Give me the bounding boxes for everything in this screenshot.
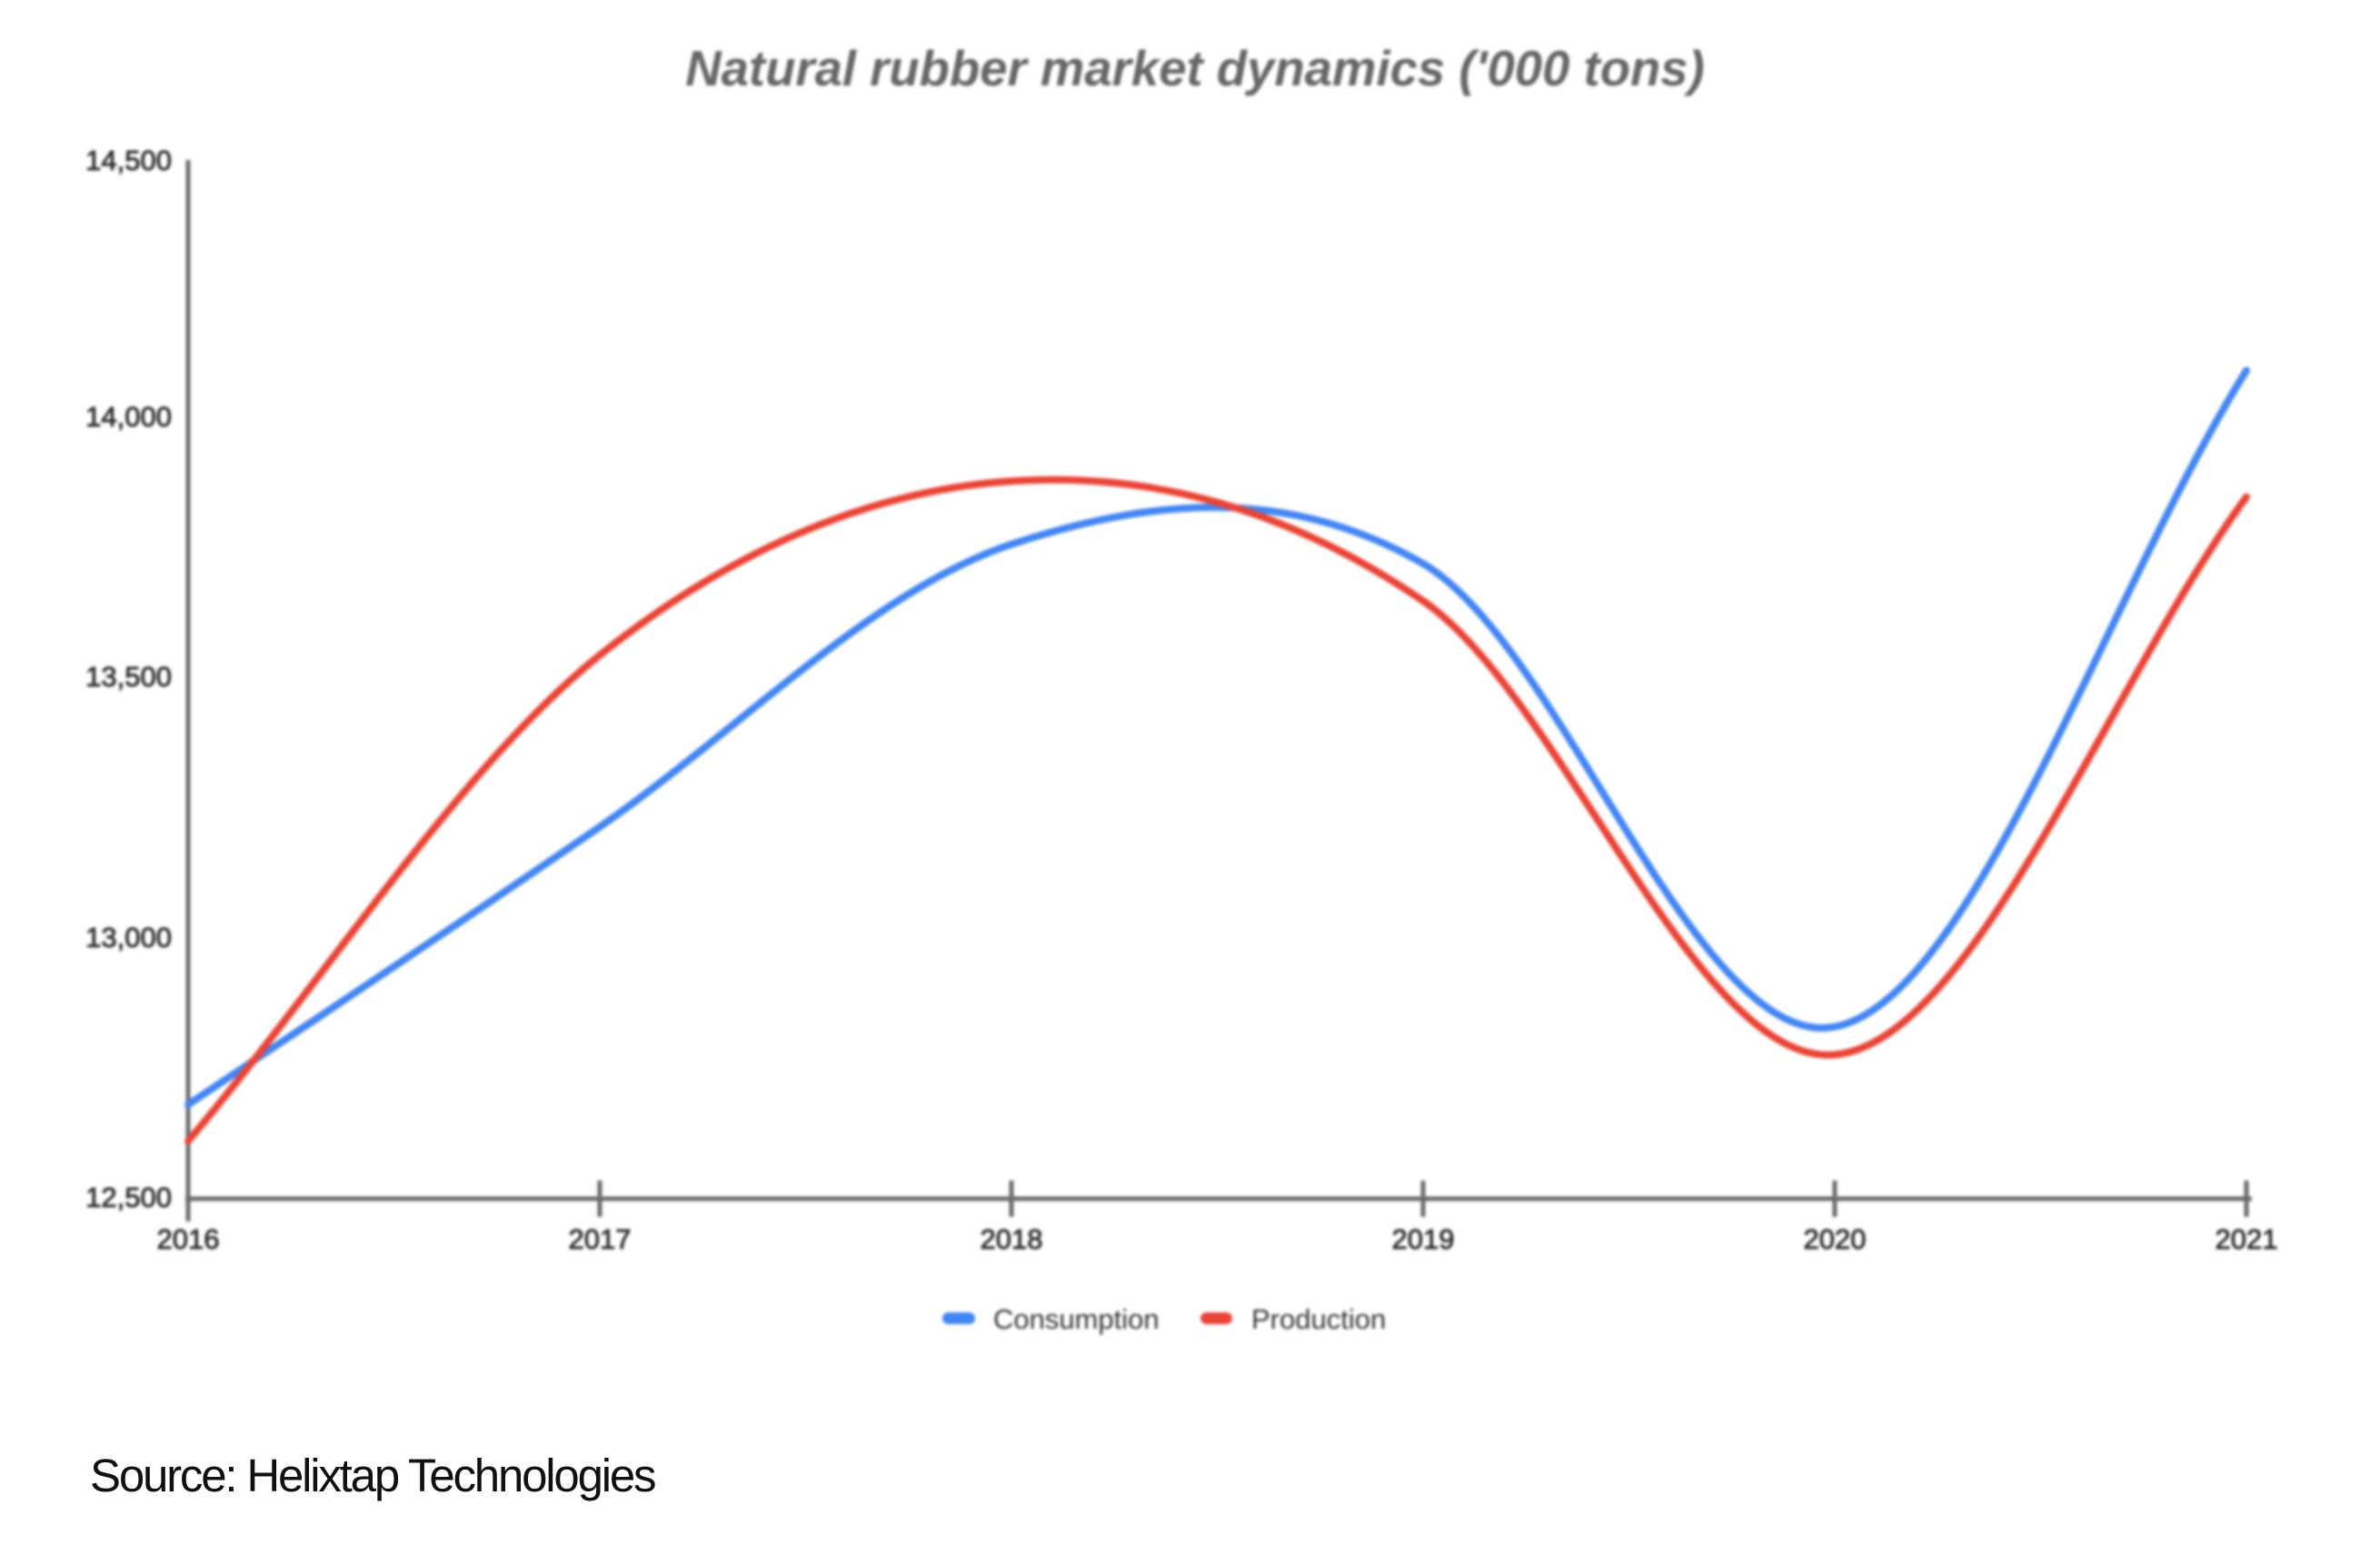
svg-text:2018: 2018	[981, 1223, 1043, 1255]
svg-text:12,500: 12,500	[85, 1181, 172, 1213]
svg-text:2019: 2019	[1392, 1223, 1455, 1255]
svg-text:2020: 2020	[1804, 1223, 1867, 1255]
svg-text:13,500: 13,500	[85, 661, 172, 693]
svg-text:2021: 2021	[2216, 1223, 2278, 1255]
svg-text:2017: 2017	[569, 1223, 632, 1255]
svg-text:2016: 2016	[157, 1223, 220, 1255]
svg-text:14,000: 14,000	[85, 401, 172, 433]
svg-text:14,500: 14,500	[85, 145, 172, 176]
svg-text:Natural rubber market dynamics: Natural rubber market dynamics ('000 ton…	[685, 41, 1704, 96]
svg-text:Consumption: Consumption	[993, 1303, 1160, 1335]
svg-text:Production: Production	[1251, 1303, 1386, 1335]
svg-text:13,000: 13,000	[85, 922, 172, 953]
